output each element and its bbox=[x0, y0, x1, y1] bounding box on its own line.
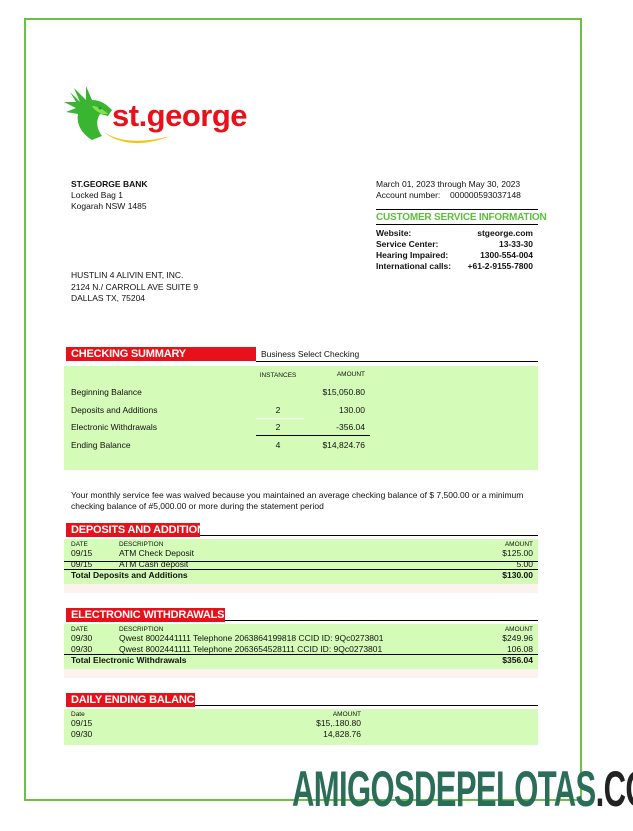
description-header: DESCRIPTION bbox=[119, 541, 164, 548]
summary-row-label: Beginning Balance bbox=[71, 387, 142, 397]
account-number-label: Account number: bbox=[376, 190, 441, 200]
row-description: Qwest 8002441111 Telephone 2063864199818… bbox=[119, 633, 384, 643]
date-header: DATE bbox=[71, 541, 88, 548]
page-border bbox=[24, 18, 582, 801]
cs-label: Website: bbox=[376, 228, 412, 238]
row-date: 09/30 bbox=[71, 728, 93, 739]
date-header: Date bbox=[71, 711, 85, 718]
summary-row-amount: $14,824.76 bbox=[322, 440, 365, 451]
amount-header: AMOUNT bbox=[332, 711, 361, 718]
row-date: 09/15 bbox=[71, 718, 93, 728]
row-date: 09/15 bbox=[71, 548, 93, 558]
section-title: DEPOSITS AND ADDITIONS bbox=[66, 523, 212, 537]
dragon-icon bbox=[64, 86, 112, 140]
watermark-main: AMIGOSDEPELOTAS bbox=[292, 761, 596, 817]
fee-notice-line2: checking balance of #5,000.00 or more du… bbox=[71, 501, 324, 511]
summary-row-amount: 130.00 bbox=[339, 404, 365, 415]
summary-row-amount: -356.04 bbox=[336, 422, 365, 433]
account-number: 000000593037148 bbox=[450, 190, 521, 200]
row-amount: $15,.180.80 bbox=[316, 718, 361, 728]
watermark: AMIGOSDEPELOTAS.COM bbox=[292, 760, 633, 818]
customer-service-title: CUSTOMER SERVICE INFORMATION bbox=[376, 212, 547, 223]
bank-name: ST.GEORGE BANK bbox=[71, 179, 148, 189]
total-amount: $130.00 bbox=[502, 570, 533, 580]
row-amount: $125.00 bbox=[502, 548, 533, 558]
description-header: DESCRIPTION bbox=[119, 626, 164, 633]
summary-row-label: Deposits and Additions bbox=[71, 404, 158, 415]
fee-notice-line1: Your monthly service fee was waived beca… bbox=[71, 490, 524, 500]
cs-value: +61-2-9155-7800 bbox=[467, 261, 533, 271]
total-label: Total Deposits and Additions bbox=[71, 570, 188, 580]
row-description: ATM Cash deposit bbox=[119, 558, 189, 569]
cs-value: stgeorge.com bbox=[477, 228, 533, 238]
section-panel bbox=[64, 709, 538, 745]
cs-value: 1300-554-004 bbox=[480, 250, 533, 260]
total-amount: $356.04 bbox=[502, 655, 533, 665]
summary-row-instances: 2 bbox=[275, 404, 281, 415]
row-amount: 5.00 bbox=[516, 558, 533, 569]
recipient-address-line2: DALLAS TX, 75204 bbox=[71, 293, 146, 303]
row-date: 09/30 bbox=[71, 643, 93, 654]
row-amount: $249.96 bbox=[502, 633, 533, 643]
bank-address-line1: Locked Bag 1 bbox=[71, 190, 123, 200]
recipient-address-line1: 2124 N./ CARROLL AVE SUITE 9 bbox=[71, 282, 199, 292]
account-type: Business Select Checking bbox=[261, 349, 360, 359]
stgeorge-logo: st.george bbox=[62, 84, 248, 146]
amount-header: AMOUNT bbox=[336, 371, 365, 378]
row-description: ATM Check Deposit bbox=[119, 548, 194, 558]
date-header: DATE bbox=[71, 626, 88, 633]
row-date: 09/30 bbox=[71, 633, 93, 643]
section-title: ELECTRONIC WITHDRAWALS bbox=[66, 608, 225, 622]
summary-row-instances: 2 bbox=[275, 422, 281, 433]
cs-label: Hearing Impaired: bbox=[376, 250, 449, 260]
summary-row-amount: $15,050.80 bbox=[322, 387, 365, 397]
statement-period: March 01, 2023 through May 30, 2023 bbox=[376, 179, 521, 189]
cs-label: Service Center: bbox=[376, 239, 439, 249]
recipient-name: HUSTLIN 4 ALIVIN ENT, INC. bbox=[71, 270, 184, 280]
summary-row-instances: 4 bbox=[275, 440, 281, 451]
section-title: DAILY ENDING BALANCE bbox=[66, 693, 202, 707]
total-label: Total Electronic Withdrawals bbox=[71, 655, 187, 665]
cs-value: 13-33-30 bbox=[498, 239, 533, 249]
amount-header: AMOUNT bbox=[504, 541, 533, 548]
row-amount: 14,828.76 bbox=[323, 728, 361, 739]
section-panel bbox=[64, 624, 538, 669]
instances-header: INSTANCES bbox=[259, 372, 297, 379]
checking-summary-title: CHECKING SUMMARY bbox=[66, 347, 256, 361]
row-amount: 106.08 bbox=[507, 643, 533, 654]
cs-label: International calls: bbox=[376, 261, 452, 271]
watermark-suffix: .COM bbox=[595, 761, 633, 817]
row-date: 09/15 bbox=[71, 558, 93, 569]
amount-header: AMOUNT bbox=[504, 626, 533, 633]
summary-row-label: Electronic Withdrawals bbox=[71, 422, 157, 433]
row-description: Qwest 8002441111 Telephone 2063654528111… bbox=[119, 643, 383, 654]
bank-address-line2: Kogarah NSW 1485 bbox=[71, 201, 147, 211]
logo-text: st.george bbox=[112, 98, 248, 133]
summary-row-label: Ending Balance bbox=[71, 440, 131, 451]
swoosh-icon bbox=[104, 132, 170, 144]
